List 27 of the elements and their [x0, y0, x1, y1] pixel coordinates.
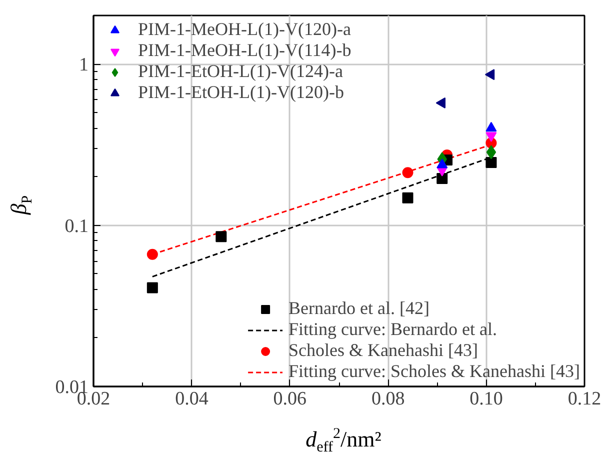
point [146, 248, 158, 260]
x-tick-label: 0.06 [273, 388, 307, 410]
legend-label: PIM-1-EtOH-L(1)-V(120)-b [138, 82, 344, 103]
point [146, 282, 158, 294]
y-tick-label: 0.1 [64, 216, 88, 237]
point [216, 231, 227, 242]
y-tick-label: 1 [79, 54, 88, 76]
x-axis-title: d$_{eff}$$^{2}$/nm² [304, 425, 382, 458]
point [486, 132, 497, 142]
legend-label: PIM-1-EtOH-L(1)-V(124)-a [138, 61, 343, 82]
x-tick-label: 0.10 [470, 388, 503, 410]
legend-label: Bernardo et al. [42] [288, 298, 430, 319]
point [436, 173, 448, 184]
point [486, 157, 497, 168]
legend-label: Scholes & Kanehashi [43] [288, 340, 478, 361]
x-tick-label: 0.12 [568, 388, 602, 410]
x-tick-label: 0.04 [175, 388, 209, 410]
x-tick-label: 0.08 [371, 388, 405, 410]
legend-label: Fitting curve: Scholes & Kanehashi [43] [288, 361, 580, 382]
point [436, 158, 448, 168]
point [486, 145, 496, 160]
legend-label: PIM-1-MeOH-L(1)-V(120)-a [138, 19, 351, 40]
legend-label: Fitting curve: Bernardo et al. [288, 319, 497, 340]
point [486, 122, 497, 132]
point [402, 192, 414, 204]
point [402, 167, 414, 178]
legend-label: PIM-1-MeOH-L(1)-V(114)-b [138, 40, 352, 61]
